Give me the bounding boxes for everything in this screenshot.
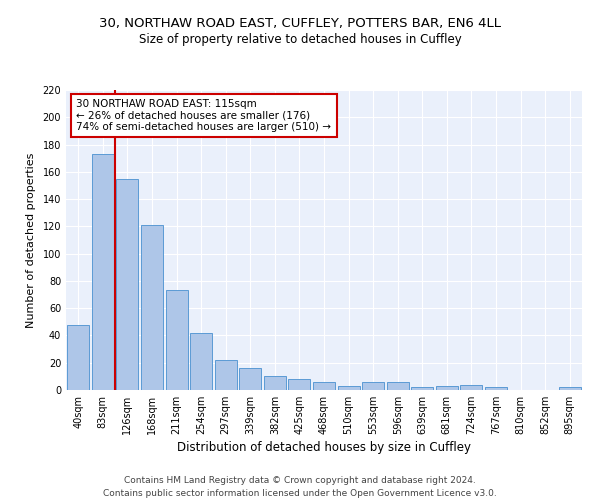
Bar	[190, 332, 212, 390]
Y-axis label: Number of detached properties: Number of detached properties	[26, 152, 35, 328]
Bar	[411, 388, 433, 390]
Bar	[264, 376, 286, 390]
Bar	[362, 382, 384, 390]
Bar	[239, 368, 262, 390]
Bar	[215, 360, 237, 390]
Text: Contains HM Land Registry data © Crown copyright and database right 2024.
Contai: Contains HM Land Registry data © Crown c…	[103, 476, 497, 498]
Bar	[313, 382, 335, 390]
Text: Size of property relative to detached houses in Cuffley: Size of property relative to detached ho…	[139, 32, 461, 46]
Bar	[67, 324, 89, 390]
Text: 30 NORTHAW ROAD EAST: 115sqm
← 26% of detached houses are smaller (176)
74% of s: 30 NORTHAW ROAD EAST: 115sqm ← 26% of de…	[76, 99, 331, 132]
Bar	[116, 178, 139, 390]
Bar	[386, 382, 409, 390]
Bar	[141, 225, 163, 390]
Bar	[166, 290, 188, 390]
Bar	[338, 386, 359, 390]
Bar	[460, 384, 482, 390]
Text: 30, NORTHAW ROAD EAST, CUFFLEY, POTTERS BAR, EN6 4LL: 30, NORTHAW ROAD EAST, CUFFLEY, POTTERS …	[99, 18, 501, 30]
Bar	[485, 388, 507, 390]
X-axis label: Distribution of detached houses by size in Cuffley: Distribution of detached houses by size …	[177, 441, 471, 454]
Bar	[289, 379, 310, 390]
Bar	[436, 386, 458, 390]
Bar	[559, 388, 581, 390]
Bar	[92, 154, 114, 390]
